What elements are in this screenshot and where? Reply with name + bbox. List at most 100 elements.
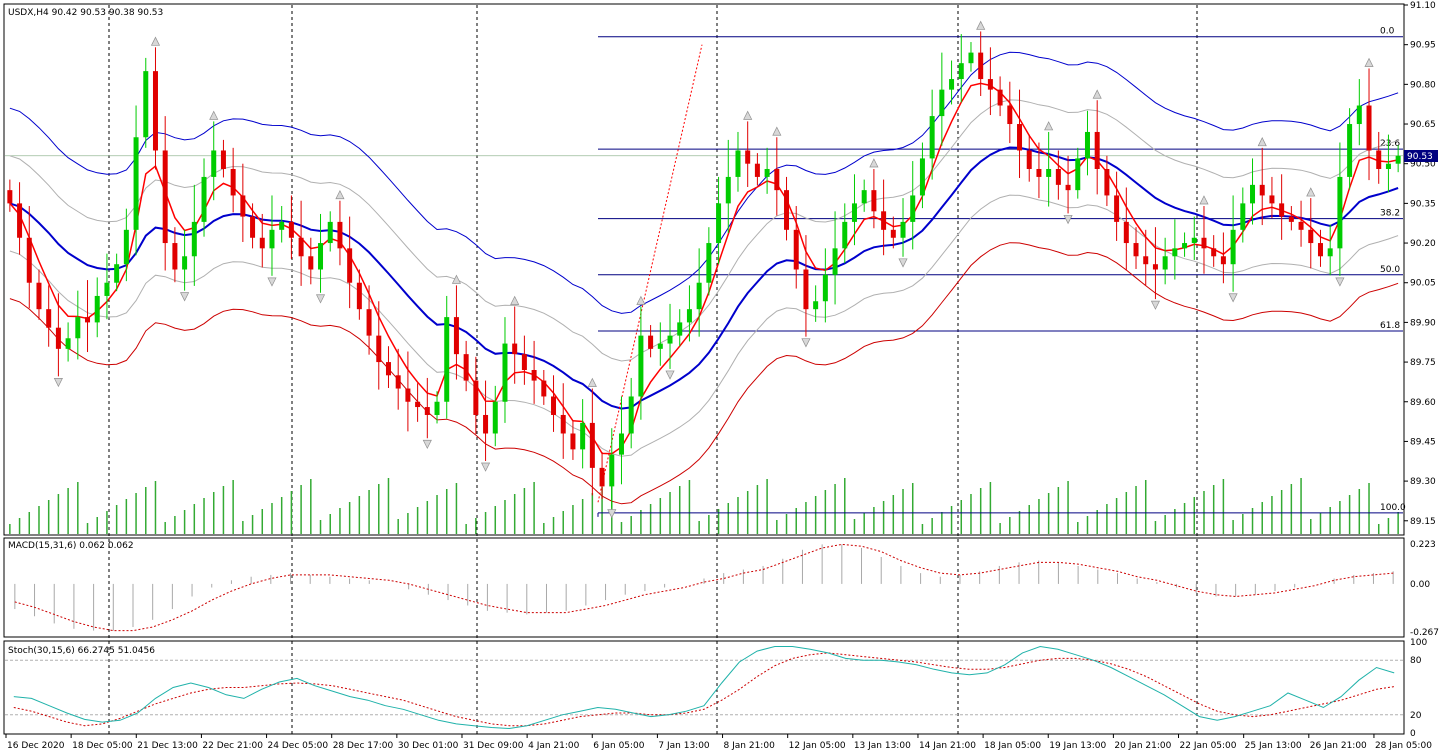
candle-body — [347, 248, 353, 283]
stochastic-pane — [5, 645, 1403, 730]
stoch-label: Stoch(30,15,6) 66.2745 51.0456 — [8, 646, 155, 656]
candle-body — [648, 335, 654, 349]
time-label: 14 Jan 21:00 — [919, 741, 976, 751]
candle-body — [803, 269, 809, 310]
candle-body — [1356, 105, 1362, 125]
candle-body — [716, 203, 722, 244]
candle-body — [415, 401, 421, 408]
candle-body — [94, 295, 100, 323]
candle-body — [706, 243, 712, 283]
candle-body — [686, 309, 692, 323]
fractal-up-arrow — [869, 158, 879, 168]
candle-body — [1075, 158, 1081, 191]
stoch-tick-label: 80 — [1410, 656, 1422, 666]
candle-body — [997, 89, 1003, 106]
time-label: 7 Jan 13:00 — [658, 741, 710, 751]
fractal-down-arrow — [1063, 215, 1073, 225]
price-tick-label: 90.20 — [1410, 239, 1436, 249]
candle-body — [696, 282, 702, 310]
candle-body — [1327, 248, 1333, 257]
fractal-down-arrow — [1150, 300, 1161, 310]
candle-body — [1036, 168, 1042, 177]
fractal-down-arrow — [898, 258, 908, 268]
candle-body — [259, 237, 265, 249]
fractal-up-arrow — [1044, 121, 1054, 131]
fibo-level-label: 50.0 — [1380, 265, 1400, 275]
candle-body — [851, 203, 857, 222]
candle-body — [1366, 105, 1372, 151]
envelope-inner-lower-line — [9, 194, 1399, 457]
macd-axis: 0.223 0.00 -0.267 — [1410, 540, 1439, 638]
candle-body — [1259, 184, 1265, 196]
candle-body — [1385, 163, 1391, 169]
candle-body — [220, 150, 226, 169]
candle-body — [1279, 203, 1285, 217]
price-tick-label: 89.90 — [1410, 318, 1436, 328]
candle-body — [1182, 243, 1188, 249]
candle-body — [133, 137, 139, 230]
candle-body — [725, 176, 731, 204]
fibo-level-label: 61.8 — [1380, 321, 1400, 331]
candle-body — [754, 163, 760, 177]
macd-tick-label: 0.223 — [1410, 540, 1436, 550]
candle-body — [919, 158, 925, 196]
candle-body — [1250, 184, 1256, 204]
candle-body — [65, 338, 71, 349]
time-label: 31 Dec 09:00 — [463, 741, 524, 751]
time-label: 25 Jan 13:00 — [1245, 741, 1302, 751]
candle-body — [162, 150, 168, 244]
fibo-level-label: 100.0 — [1380, 503, 1406, 513]
candle-body — [308, 256, 314, 270]
candle-body — [978, 52, 984, 80]
candle-body — [104, 282, 110, 296]
fractal-up-arrow — [209, 110, 219, 120]
fractal-down-arrow — [315, 294, 326, 304]
main-pane-border — [3, 3, 1405, 536]
candle-body — [395, 375, 401, 389]
candle-body — [356, 282, 362, 310]
candle-body — [376, 335, 382, 363]
candle-body — [929, 116, 935, 159]
candle-body — [764, 168, 770, 177]
candle-body — [1065, 184, 1071, 191]
candle-body — [46, 309, 52, 328]
envelope-upper-line — [9, 51, 1399, 314]
time-label: 18 Jan 05:00 — [984, 741, 1041, 751]
price-tick-label: 90.80 — [1410, 80, 1436, 90]
price-axis: 91.10 90.95 90.80 90.65 90.50 90.35 90.20 90.05… — [1404, 1, 1436, 527]
candle-body — [182, 256, 188, 270]
price-tick-label: 90.95 — [1410, 41, 1436, 51]
fractal-up-arrow — [451, 274, 462, 284]
time-axis: 16 Dec 2020 18 Dec 05:00 21 Dec 13:00 22 De… — [5, 734, 1432, 751]
candle-body — [1230, 229, 1236, 265]
price-tick-label: 90.65 — [1410, 120, 1436, 130]
fibo-level-label: 23.6 — [1380, 139, 1400, 149]
candle-body — [657, 343, 663, 349]
price-tick-label: 89.45 — [1410, 437, 1436, 447]
price-tick-label: 89.15 — [1410, 517, 1436, 527]
candle-body — [1007, 105, 1013, 125]
fractal-up-arrow — [636, 295, 646, 305]
last-price-label: 90.53 — [1407, 152, 1433, 162]
stoch-tick-label: 20 — [1410, 711, 1422, 721]
candle-body — [1308, 229, 1314, 244]
candle-body — [250, 216, 256, 238]
candle-body — [483, 414, 489, 434]
candle-body — [900, 221, 906, 238]
candle-body — [1240, 203, 1246, 230]
price-tick-label: 89.60 — [1410, 398, 1436, 408]
fractal-down-arrow — [422, 439, 432, 450]
candle-body — [405, 388, 411, 402]
candle-body — [453, 317, 459, 355]
fractal-up-arrow — [1306, 187, 1316, 197]
fibonacci-retracement[interactable]: 0.0 23.6 38.2 50.0 61.8 100.0 — [5, 27, 1406, 517]
candle-body — [172, 243, 178, 270]
envelope-inner-upper-line — [9, 99, 1399, 362]
candle-body — [531, 370, 537, 381]
candle-body — [1337, 176, 1343, 249]
candle-body — [638, 335, 644, 397]
candle-body — [1162, 256, 1168, 270]
candle-body — [230, 168, 236, 196]
